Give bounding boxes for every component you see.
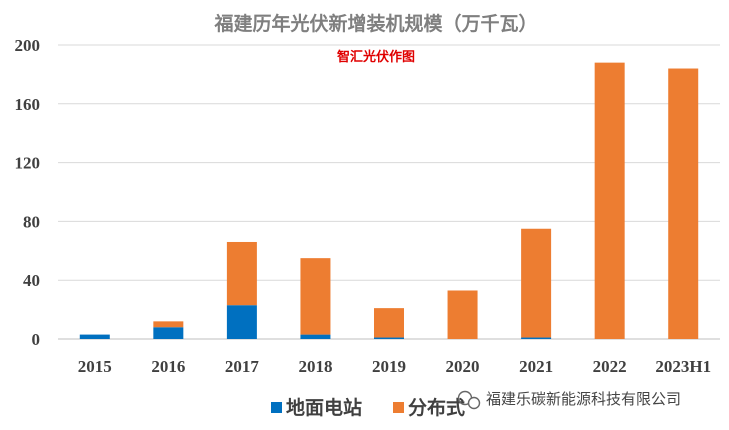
x-tick-label: 2020 (446, 357, 480, 376)
bar-ground-2016 (153, 327, 184, 339)
y-tick-label: 80 (23, 212, 40, 231)
bar-distributed-2020 (447, 290, 478, 339)
bar-ground-2019 (374, 337, 404, 339)
x-axis-ticks: 2015 2016 2017 2018 2019 2020 2021 2022 2023H1 (78, 357, 711, 376)
bar-distributed-2017 (226, 241, 257, 306)
bar-distributed-2019 (374, 308, 404, 338)
y-axis-ticks: 0 40 80 120 160 200 (15, 36, 41, 349)
bar-distributed-2022 (594, 62, 625, 339)
x-tick-label: 2018 (298, 357, 332, 376)
bar-distributed-2018 (300, 258, 331, 335)
bars (79, 62, 699, 340)
chart-title: 福建历年光伏新增装机规模（万千瓦） (213, 12, 537, 35)
bar-distributed-2016 (153, 321, 184, 328)
x-tick-label: 2023H1 (655, 357, 711, 376)
bar-ground-2021 (521, 337, 552, 339)
wechat-icon (457, 390, 481, 410)
x-tick-label: 2017 (225, 357, 260, 376)
x-tick-label: 2022 (593, 357, 627, 376)
legend-label: 分布式 (408, 396, 465, 419)
y-tick-label: 40 (23, 271, 40, 290)
chart-subtitle: 智汇光伏作图 (337, 49, 415, 65)
y-tick-label: 0 (32, 330, 41, 349)
bar-distributed-2023H1 (668, 68, 699, 340)
x-tick-label: 2015 (78, 357, 112, 376)
y-tick-label: 120 (15, 154, 41, 173)
bar-ground-2017 (226, 305, 257, 339)
watermark-text: 福建乐碳新能源科技有限公司 (486, 390, 681, 408)
watermark: 福建乐碳新能源科技有限公司 (457, 390, 681, 410)
y-tick-label: 160 (15, 95, 41, 114)
x-tick-label: 2019 (372, 357, 406, 376)
bar-ground-2018 (300, 334, 331, 339)
y-tick-label: 200 (15, 36, 41, 55)
legend-swatch (393, 402, 404, 413)
legend-swatch (271, 402, 282, 413)
x-tick-label: 2016 (151, 357, 185, 376)
x-tick-label: 2021 (519, 357, 553, 376)
bar-distributed-2021 (521, 228, 552, 338)
bar-ground-2015 (79, 334, 110, 339)
legend: 地面电站 分布式 (271, 396, 465, 419)
legend-label: 地面电站 (286, 396, 362, 419)
